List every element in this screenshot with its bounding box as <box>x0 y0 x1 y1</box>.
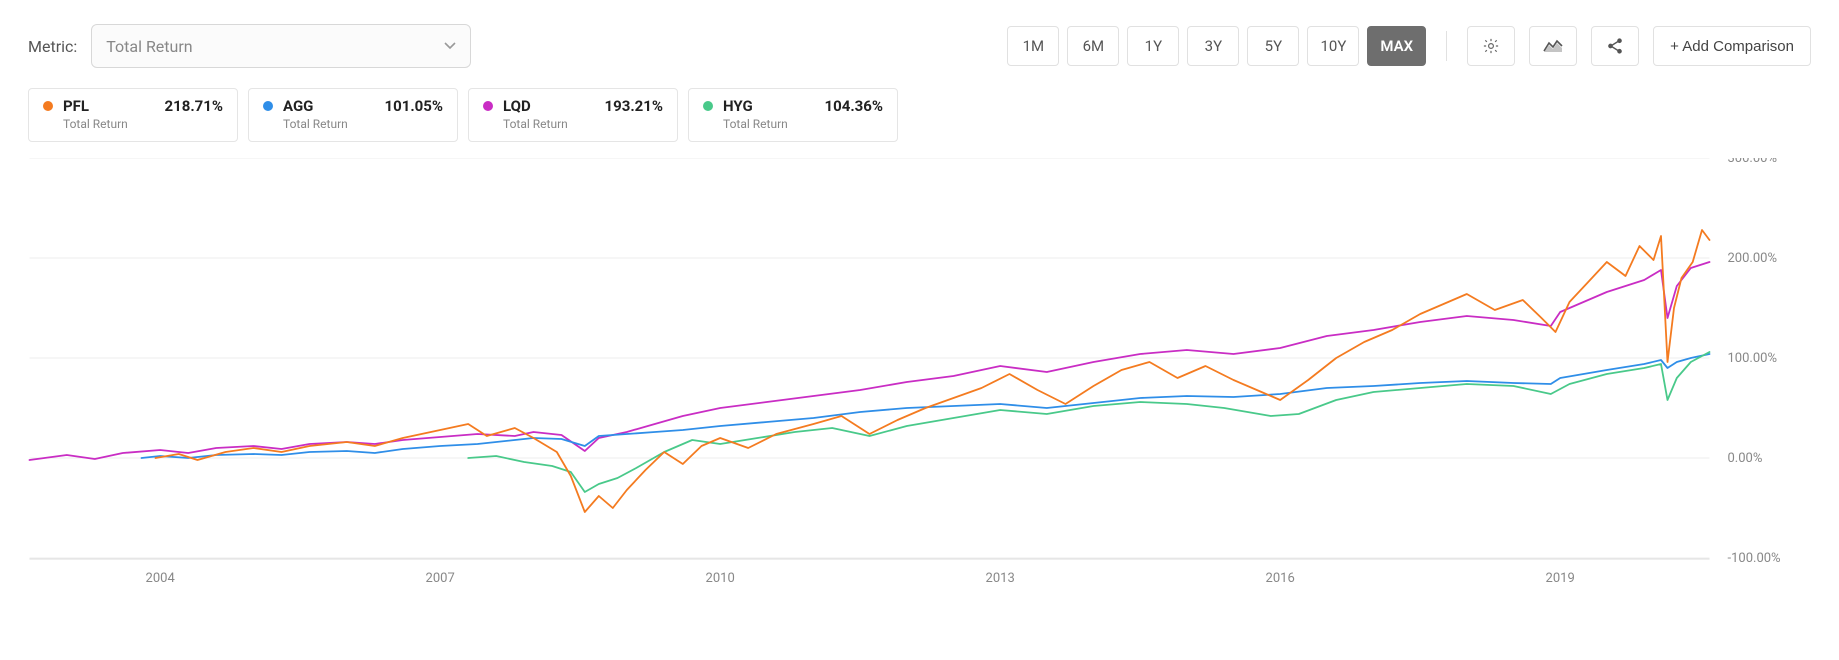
series-swatch <box>483 101 493 111</box>
ticker-label: LQD <box>503 97 531 115</box>
metric-sublabel: Total Return <box>283 117 443 131</box>
series-swatch <box>43 101 53 111</box>
legend-item-hyg[interactable]: HYG 104.36% Total Return <box>688 88 898 142</box>
svg-text:300.00%: 300.00% <box>1728 158 1777 166</box>
range-button-3y[interactable]: 3Y <box>1187 26 1239 66</box>
svg-text:2019: 2019 <box>1546 571 1575 586</box>
chart-area-icon <box>1543 38 1563 54</box>
legend-row: PFL 218.71% Total Return AGG 101.05% Total Re… <box>28 88 1811 142</box>
share-icon <box>1606 37 1624 55</box>
ticker-label: AGG <box>283 97 313 115</box>
metric-sublabel: Total Return <box>723 117 883 131</box>
svg-text:-100.00%: -100.00% <box>1728 551 1781 566</box>
range-button-max[interactable]: MAX <box>1367 26 1426 66</box>
range-button-group: 1M6M1Y3Y5Y10YMAX <box>1007 26 1426 66</box>
svg-text:100.00%: 100.00% <box>1728 351 1777 366</box>
svg-text:2004: 2004 <box>146 571 176 586</box>
return-percent: 104.36% <box>825 97 883 115</box>
controls-row: Metric: Total Return 1M6M1Y3Y5Y10YMAX <box>28 24 1811 68</box>
metric-select[interactable]: Total Return <box>91 24 471 68</box>
metric-sublabel: Total Return <box>503 117 663 131</box>
chart-type-button[interactable] <box>1529 26 1577 66</box>
range-button-6m[interactable]: 6M <box>1067 26 1119 66</box>
settings-button[interactable] <box>1467 26 1515 66</box>
return-percent: 101.05% <box>385 97 443 115</box>
return-percent: 218.71% <box>165 97 223 115</box>
metric-sublabel: Total Return <box>63 117 223 131</box>
legend-item-agg[interactable]: AGG 101.05% Total Return <box>248 88 458 142</box>
svg-text:2010: 2010 <box>706 571 735 586</box>
line-chart: -100.00% 0.00% 100.00% 200.00% 300.00% 2004 20… <box>28 158 1811 598</box>
metric-selected-value: Total Return <box>106 37 192 56</box>
range-button-5y[interactable]: 5Y <box>1247 26 1299 66</box>
add-comparison-button[interactable]: + Add Comparison <box>1653 26 1811 66</box>
range-button-10y[interactable]: 10Y <box>1307 26 1359 66</box>
svg-text:200.00%: 200.00% <box>1728 251 1777 266</box>
svg-text:2013: 2013 <box>986 571 1015 586</box>
return-percent: 193.21% <box>605 97 663 115</box>
legend-item-pfl[interactable]: PFL 218.71% Total Return <box>28 88 238 142</box>
ticker-label: HYG <box>723 97 753 115</box>
series-swatch <box>703 101 713 111</box>
separator <box>1446 31 1447 61</box>
share-button[interactable] <box>1591 26 1639 66</box>
chart-container: -100.00% 0.00% 100.00% 200.00% 300.00% 2004 20… <box>28 158 1811 598</box>
series-swatch <box>263 101 273 111</box>
chevron-down-icon <box>444 40 456 52</box>
metric-label: Metric: <box>28 37 77 56</box>
range-button-1m[interactable]: 1M <box>1007 26 1059 66</box>
ticker-label: PFL <box>63 97 89 115</box>
legend-item-lqd[interactable]: LQD 193.21% Total Return <box>468 88 678 142</box>
range-button-1y[interactable]: 1Y <box>1127 26 1179 66</box>
svg-text:2007: 2007 <box>426 571 455 586</box>
svg-text:0.00%: 0.00% <box>1728 451 1763 466</box>
gear-icon <box>1482 37 1500 55</box>
svg-text:2016: 2016 <box>1266 571 1295 586</box>
